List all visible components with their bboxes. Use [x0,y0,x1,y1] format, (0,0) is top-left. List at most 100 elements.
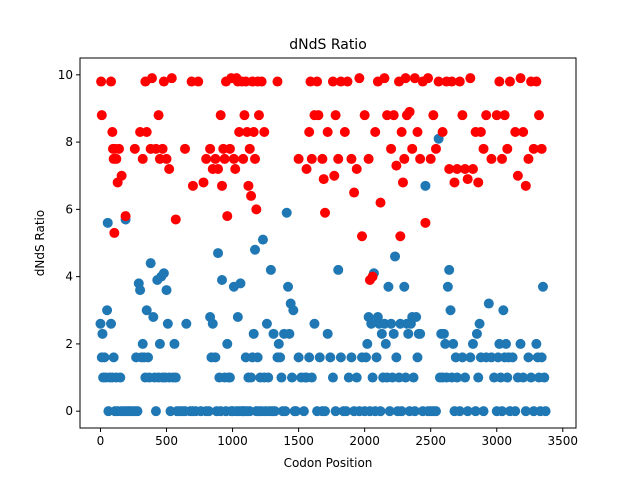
data-point-series-1-242 [507,352,518,363]
data-point-series-1-75 [222,338,233,349]
data-point-series-1-97 [252,352,263,363]
data-point-series-1-119 [283,281,294,292]
data-point-series-1-204 [438,328,449,339]
data-point-series-2-51 [234,127,245,137]
data-point-series-1-175 [390,251,401,262]
data-point-series-2-140 [481,110,492,121]
x-axis: 0 500 1000 1500 2000 2500 3000 3500 [97,428,578,448]
data-point-series-1-245 [515,338,526,349]
data-point-series-2-84 [333,153,344,164]
data-point-series-1-180 [396,406,407,417]
data-point-series-2-21 [153,110,164,121]
data-point-series-2-99 [375,197,386,208]
data-point-series-1-46 [161,285,172,296]
data-point-series-2-110 [400,73,411,84]
data-point-series-1-131 [304,352,315,363]
data-point-series-1-193 [415,328,426,339]
data-point-series-1-255 [536,352,547,363]
data-point-series-2-114 [409,73,420,84]
data-point-series-2-118 [420,217,431,228]
data-point-series-1-57 [181,318,192,329]
data-point-series-1-249 [526,372,537,383]
y-tick-label: 6 [65,202,73,216]
data-point-series-1-77 [224,372,235,383]
data-point-series-1-170 [383,281,394,292]
data-point-series-1-138 [322,328,333,339]
data-point-series-1-133 [309,318,320,329]
data-point-series-2-65 [253,110,264,121]
data-point-series-1-191 [412,352,423,363]
data-point-series-2-73 [306,153,317,164]
points-layer [95,73,551,417]
data-point-series-1-135 [314,352,325,363]
data-point-series-2-66 [256,76,267,87]
data-point-series-2-149 [512,170,523,181]
data-point-series-1-223 [473,372,484,383]
data-point-series-2-137 [473,177,484,188]
data-point-series-1-184 [403,328,414,339]
data-point-series-2-40 [217,180,227,191]
data-point-series-1-208 [444,264,455,275]
data-point-series-1-6 [102,305,113,316]
data-point-series-2-47 [228,153,239,164]
data-point-series-2-13 [129,143,140,154]
data-point-series-1-222 [471,328,482,339]
data-point-series-2-19 [146,73,157,84]
data-point-series-2-151 [518,127,529,137]
data-point-series-1-69 [213,248,224,259]
data-point-series-2-127 [446,76,457,87]
data-point-series-2-109 [399,153,410,164]
data-point-series-1-171 [384,406,395,417]
data-point-series-1-145 [341,406,352,417]
data-point-series-2-69 [293,153,304,164]
data-point-series-1-141 [330,406,341,417]
data-point-series-1-195 [420,180,431,191]
data-point-series-2-67 [259,127,270,137]
data-point-series-2-44 [222,211,233,222]
data-point-series-1-216 [457,352,468,363]
data-point-series-2-126 [444,164,455,174]
data-point-series-2-143 [494,76,505,87]
data-point-series-2-48 [230,164,241,174]
data-point-series-2-42 [219,153,230,164]
y-axis: 0 2 4 6 8 10 [58,68,80,418]
data-point-series-1-199 [430,406,441,417]
data-point-series-1-248 [523,352,534,363]
data-point-series-2-89 [349,187,360,198]
data-point-series-2-153 [523,153,534,164]
data-point-series-2-35 [205,143,216,154]
data-point-series-2-23 [157,143,168,154]
data-point-series-2-139 [478,143,489,154]
data-point-series-1-109 [268,328,279,339]
data-point-series-1-114 [276,372,287,383]
data-point-series-1-44 [158,268,169,279]
data-point-series-1-154 [362,338,373,349]
data-point-series-1-219 [465,352,476,363]
data-point-series-2-131 [457,110,468,121]
data-point-series-2-53 [238,153,249,164]
data-point-series-1-113 [275,352,286,363]
data-point-series-1-25 [132,406,143,417]
data-point-series-1-146 [343,372,354,383]
data-point-series-1-128 [298,406,309,417]
y-tick-label: 4 [65,270,73,284]
data-point-series-2-145 [499,110,510,121]
data-point-series-2-76 [313,110,324,121]
data-point-series-2-24 [158,76,169,87]
data-point-series-1-126 [293,352,304,363]
data-point-series-1-181 [399,281,410,292]
data-point-series-1-142 [333,264,344,275]
data-point-series-2-119 [423,73,434,84]
data-point-series-2-91 [354,73,365,84]
data-point-series-2-147 [504,76,515,87]
data-point-series-1-147 [346,352,357,363]
data-point-series-2-150 [515,73,526,84]
data-point-series-1-137 [320,406,331,417]
data-point-series-2-1 [96,110,107,121]
data-point-series-2-8 [111,153,122,164]
data-point-series-1-211 [448,338,459,349]
data-point-series-1-120 [284,328,295,339]
data-point-series-2-156 [531,76,542,87]
data-point-series-1-218 [462,406,473,417]
data-point-series-1-238 [500,338,511,349]
